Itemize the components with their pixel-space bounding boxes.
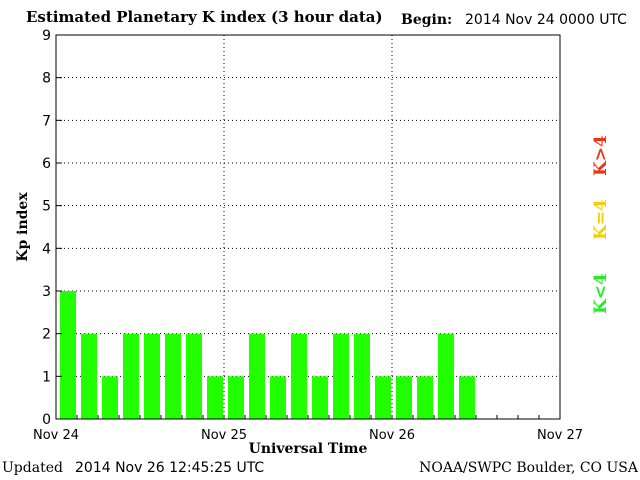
legend-k-above: K>4 (591, 135, 611, 176)
kp-bar (270, 376, 286, 419)
kp-bar (333, 333, 349, 419)
x-tick-label: Nov 27 (537, 428, 583, 443)
y-tick-label: 1 (42, 369, 51, 385)
chart-title: Estimated Planetary K index (3 hour data… (26, 8, 383, 26)
y-axis-label: Kp index (15, 192, 31, 262)
kp-bar (249, 333, 265, 419)
begin-label: Begin: (401, 12, 453, 28)
kp-bar (312, 376, 328, 419)
y-tick-label: 5 (42, 199, 51, 215)
x-tick-label: Nov 26 (369, 428, 415, 443)
x-tick-label: Nov 25 (201, 428, 247, 443)
kp-bar (60, 291, 76, 419)
y-tick-label: 3 (42, 284, 51, 300)
kp-bar (291, 333, 307, 419)
kp-bar (438, 333, 454, 419)
kp-bar (459, 376, 475, 419)
kp-bar (396, 376, 412, 419)
updated-label: Updated (2, 460, 63, 476)
kp-bar (165, 333, 181, 419)
y-tick-label: 9 (42, 28, 51, 44)
y-tick-label: 7 (42, 113, 51, 129)
legend-k-below: K<4 (591, 273, 611, 314)
y-tick-label: 8 (42, 71, 51, 87)
kp-bar (102, 376, 118, 419)
bars (60, 291, 475, 419)
credit-text: NOAA/SWPC Boulder, CO USA (419, 460, 638, 476)
grid (56, 35, 560, 419)
kp-bar (375, 376, 391, 419)
kp-bar (186, 333, 202, 419)
axis-ticks: 0 1 2 3 4 5 6 7 8 9 Nov 24 Nov 25 Nov 26 Nov 27 (33, 28, 583, 443)
y-tick-label: 6 (42, 156, 51, 172)
begin-value: 2014 Nov 24 0000 UTC (465, 12, 627, 28)
kp-bar (144, 333, 160, 419)
kp-bar (207, 376, 223, 419)
kp-bar (123, 333, 139, 419)
kp-bar (354, 333, 370, 419)
y-tick-label: 2 (42, 327, 51, 343)
kp-bar (417, 376, 433, 419)
y-tick-label: 0 (42, 412, 51, 428)
kp-bar (228, 376, 244, 419)
updated-value: 2014 Nov 26 12:45:25 UTC (75, 460, 265, 476)
x-tick-label: Nov 24 (33, 428, 79, 443)
legend-k-equal: K=4 (591, 199, 611, 240)
kp-bar (81, 333, 97, 419)
y-tick-label: 4 (42, 241, 51, 257)
x-axis-label: Universal Time (249, 441, 368, 457)
